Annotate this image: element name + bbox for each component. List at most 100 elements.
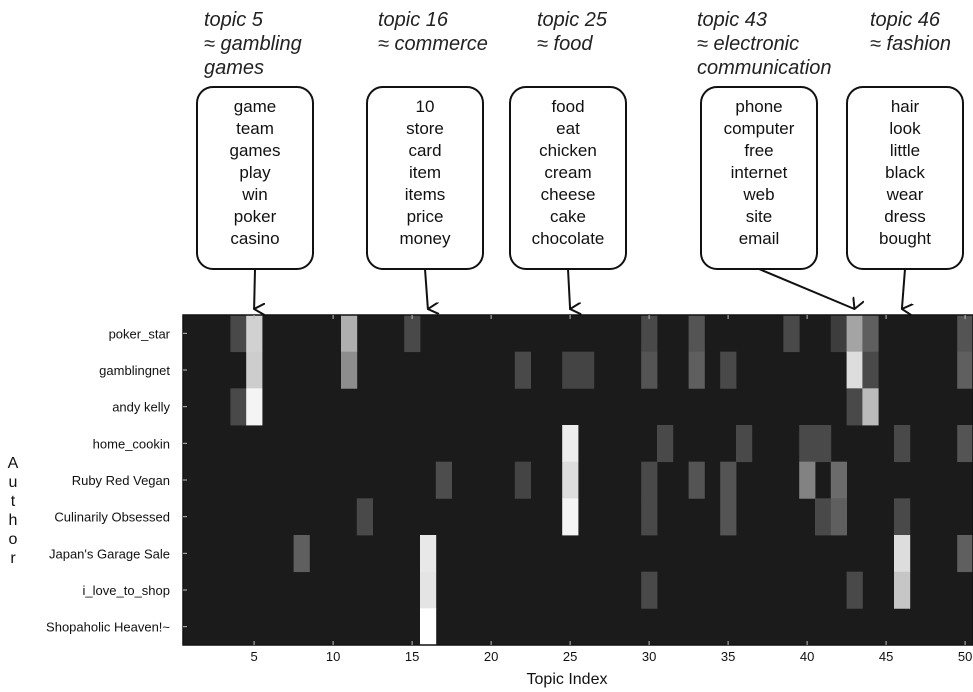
heatmap-cell (435, 461, 452, 499)
heatmap-cell (230, 315, 247, 353)
x-axis: 5 10 15 20 25 30 35 40 45 50 (250, 315, 972, 664)
author-label: Shopaholic Heaven!~ (46, 620, 170, 635)
heatmap-cell (420, 571, 437, 609)
topic-word: cream (544, 163, 591, 182)
topic-word: computer (724, 119, 795, 138)
heatmap-cell (830, 461, 847, 499)
topic-word: free (744, 141, 773, 160)
heatmap-cell (514, 351, 531, 389)
heatmap-cell (894, 571, 911, 609)
topic-word: casino (230, 229, 279, 248)
heatmap-cell (957, 315, 973, 353)
heatmap-cell (641, 461, 658, 499)
topic-title: topic 46 ≈ fashion (870, 9, 951, 55)
topic-word: poker (234, 207, 277, 226)
topic-title-line: topic 43 (697, 9, 767, 31)
topic-word: web (742, 185, 774, 204)
x-tick-label: 50 (958, 649, 972, 664)
topic-title-line: ≈ electronic (697, 33, 799, 55)
author-label: home_cookin (93, 436, 170, 451)
topic-title-line: communication (697, 57, 832, 79)
heatmap-cell (641, 315, 658, 353)
topic-word: site (746, 207, 772, 226)
y-axis: poker_star gamblingnet andy kelly home_cook… (46, 326, 187, 635)
topic-word: phone (735, 97, 782, 116)
y-axis-label-letter: t (11, 493, 16, 510)
author-label: Culinarily Obsessed (54, 510, 170, 525)
heatmap-cell (799, 425, 816, 463)
topic-word: cheese (541, 185, 596, 204)
topic-word: food (551, 97, 584, 116)
x-tick-label: 20 (484, 649, 498, 664)
topic-annotations: topic 5 ≈ gambling gamesgameteamgamesplayw… (196, 9, 964, 309)
topic-word: games (229, 141, 280, 160)
heatmap-cell (514, 461, 531, 499)
author-label: Japan's Garage Sale (49, 546, 170, 561)
topic-word: little (890, 141, 920, 160)
heatmap-cell (799, 461, 816, 499)
heatmap-cell (341, 315, 358, 353)
heatmap-cell (846, 388, 863, 426)
topic-word: eat (556, 119, 580, 138)
topic-word: 10 (416, 97, 435, 116)
topic-title-line: topic 16 (378, 9, 449, 31)
topic-word: black (885, 163, 925, 182)
x-axis-label: Topic Index (527, 671, 608, 688)
x-tick-label: 15 (405, 649, 419, 664)
topic-word: win (241, 185, 268, 204)
topic-title-line: ≈ commerce (378, 33, 488, 55)
x-tick-label: 30 (642, 649, 656, 664)
heatmap-cell (862, 388, 879, 426)
heatmap-cell (562, 498, 579, 536)
author-label: gamblingnet (99, 363, 170, 378)
topic-arrow (758, 268, 855, 309)
heatmap-cell (641, 571, 658, 609)
heatmap-cell (404, 315, 421, 353)
topic-arrow (567, 268, 570, 309)
heatmap-cell (957, 535, 973, 573)
y-axis-label-letter: r (10, 550, 16, 567)
topic-annotation: topic 46 ≈ fashion hair look little black wear… (846, 9, 964, 309)
heatmap-cell (246, 351, 263, 389)
heatmap-cell (246, 388, 263, 426)
heatmap-cell (720, 461, 737, 499)
heatmap-cell (562, 461, 579, 499)
topic-word: card (408, 141, 441, 160)
topic-arrow (254, 268, 255, 309)
topic-title-line: games (204, 57, 264, 79)
topic-word: email (739, 229, 780, 248)
heatmap-cell (293, 535, 310, 573)
heatmap-cell (894, 535, 911, 573)
topic-word: chicken (539, 141, 597, 160)
topic-title-line: topic 5 (204, 9, 264, 31)
heatmap-cell (657, 425, 674, 463)
author-label: andy kelly (112, 400, 170, 415)
topic-title: topic 5 ≈ gambling games (204, 9, 302, 79)
topic-word: hair (891, 97, 920, 116)
topic-title-line: ≈ gambling (204, 33, 302, 55)
heatmap-cell (830, 498, 847, 536)
topic-title: topic 25 ≈ food (537, 9, 608, 55)
topic-word: money (399, 229, 451, 248)
topic-annotation: topic 16 ≈ commerce 10 store card item items pr… (366, 9, 488, 309)
topic-word: cake (550, 207, 586, 226)
heatmap-cell (688, 315, 705, 353)
topic-title-line: topic 46 (870, 9, 941, 31)
topic-arrow (424, 268, 428, 309)
heatmap-cell (688, 351, 705, 389)
heatmap-cell (815, 498, 832, 536)
heatmap-cell (341, 351, 358, 389)
heatmap-cell (846, 315, 863, 353)
topic-title: topic 16 ≈ commerce (378, 9, 488, 55)
heatmap-cell (578, 351, 595, 389)
topic-word: dress (884, 207, 926, 226)
topic-annotation: topic 25 ≈ food food eat chicken cream cheese c… (509, 9, 627, 309)
topic-word: item (409, 163, 441, 182)
topic-word: price (407, 207, 444, 226)
topic-word: store (406, 119, 444, 138)
heatmap-cell (641, 351, 658, 389)
x-tick-label: 40 (800, 649, 814, 664)
topic-title-line: topic 25 (537, 9, 608, 31)
